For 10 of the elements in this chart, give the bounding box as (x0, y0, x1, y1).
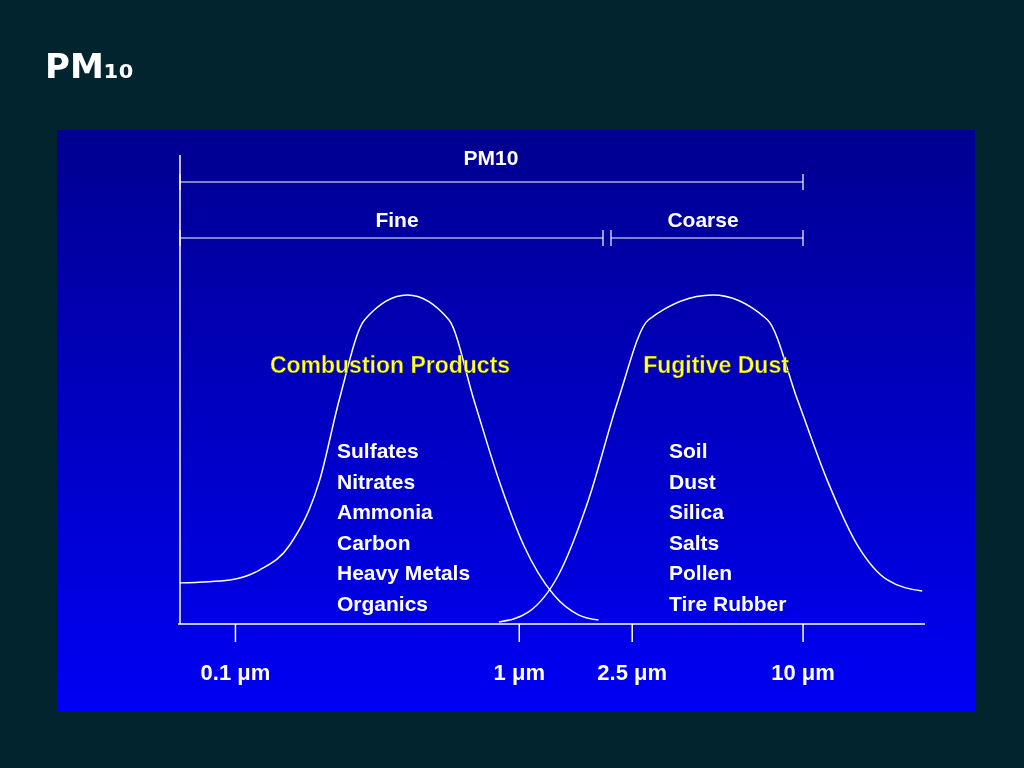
x-tick-label: 10 μm (771, 659, 835, 685)
text: Coarse (667, 208, 739, 231)
text: PM10 (463, 146, 519, 169)
annotation: Sulfates Nitrates Ammonia Carbon Heavy Metals Organics (337, 439, 471, 615)
x-tick-label: 1 μm (493, 659, 545, 685)
text: Fine (375, 208, 419, 231)
x-tick-label: 2.5 μm (597, 659, 668, 685)
annotation: Soil Dust Silica Salts Pollen Tire Rubber (669, 439, 787, 615)
chart-title: PM₁₀ (45, 46, 134, 86)
x-tick-label: 0.1 μm (200, 659, 271, 685)
